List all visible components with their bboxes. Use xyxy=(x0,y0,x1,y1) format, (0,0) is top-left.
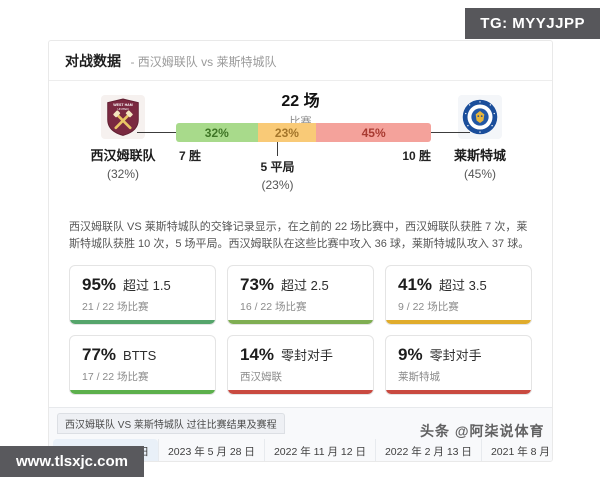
home-team-pct: (32%) xyxy=(106,167,139,181)
leicester-city-crest-icon xyxy=(458,95,502,139)
away-wins-label: 10 胜 xyxy=(402,149,431,163)
svg-text:WEST HAM: WEST HAM xyxy=(113,103,133,107)
card-header: 对战数据 - 西汉姆联队 vs 莱斯特城队 xyxy=(49,41,552,81)
stat-label: 超过 2.5 xyxy=(281,278,329,294)
segment-draws: 23% xyxy=(257,123,317,142)
match-card[interactable]: 2021 年 8 月 23 日 西汉姆联4 莱斯特城1 xyxy=(480,439,552,461)
stat-card-btts: 77% BTTS 17 / 22 场比赛 xyxy=(69,335,216,396)
segment-home-wins: 32% xyxy=(176,123,258,142)
stat-accent-bar xyxy=(70,390,215,395)
home-wins-label: 7 胜 xyxy=(179,149,202,163)
away-team-pct: (45%) xyxy=(463,167,496,181)
total-matches-value: 22 场 xyxy=(281,93,320,110)
match-card[interactable]: 2022 年 2 月 13 日 莱斯特城2 西汉姆联2 xyxy=(374,439,481,461)
stat-sub: 西汉姆联 xyxy=(240,371,282,384)
stat-label: 零封对手 xyxy=(281,348,334,364)
svg-text:UNITED: UNITED xyxy=(117,107,129,111)
draws-tick-line xyxy=(277,142,278,156)
match-card[interactable]: 2022 年 11 月 12 日 西汉姆联0 莱斯特城2 xyxy=(263,439,375,461)
stat-pct: 77% xyxy=(82,345,117,365)
section-title: 对战数据 xyxy=(65,53,121,69)
toutiao-watermark: 头条 @阿柒说体育 xyxy=(420,423,545,439)
stat-accent-bar xyxy=(228,320,373,325)
stat-label: 零封对手 xyxy=(429,348,482,364)
stat-label: BTTS xyxy=(123,348,157,364)
stat-sub: 16 / 22 场比赛 xyxy=(240,301,307,314)
stat-card-cleansheet-away: 9% 零封对手 莱斯特城 xyxy=(385,335,532,396)
stat-card-cleansheet-home: 14% 零封对手 西汉姆联 xyxy=(227,335,374,396)
draws-pct: (23%) xyxy=(261,178,294,192)
section-subtitle: - 西汉姆联队 vs 莱斯特城队 xyxy=(130,55,277,69)
match-date: 2023 年 5 月 28 日 xyxy=(167,446,255,459)
stat-accent-bar xyxy=(228,390,373,395)
segment-away-wins: 45% xyxy=(316,123,431,142)
match-date: 2022 年 2 月 13 日 xyxy=(384,446,472,459)
match-card[interactable]: 2023 年 5 月 28 日 莱斯特城2 西汉姆联1 xyxy=(157,439,264,461)
stat-pct: 73% xyxy=(240,275,275,295)
stats-grid: 95% 超过 1.5 21 / 22 场比赛 73% 超过 2.5 16 / 22 … xyxy=(69,265,532,396)
home-team-name: 西汉姆联队 xyxy=(90,148,156,163)
away-team-name: 莱斯特城 xyxy=(453,148,506,163)
home-team: WEST HAM UNITED 西汉姆联队 (32%) xyxy=(75,95,171,181)
result-bar: 32% 23% 45% xyxy=(176,123,431,142)
draws-block: 5 平局 (23%) xyxy=(217,158,338,192)
match-date: 2021 年 8 月 23 日 xyxy=(490,446,552,459)
site-watermark-badge: www.tlsxjc.com xyxy=(0,446,144,477)
stat-pct: 41% xyxy=(398,275,433,295)
stat-sub: 21 / 22 场比赛 xyxy=(82,301,149,314)
stat-pct: 9% xyxy=(398,345,423,365)
stat-card-over35: 41% 超过 3.5 9 / 22 场比赛 xyxy=(385,265,532,326)
stat-label: 超过 3.5 xyxy=(439,278,487,294)
connector-line-right xyxy=(431,132,470,133)
tg-watermark-badge: TG: MYYJJPP xyxy=(465,8,600,39)
stat-accent-bar xyxy=(386,320,531,325)
stat-pct: 95% xyxy=(82,275,117,295)
h2h-summary: 22 场 比赛 WEST HAM UNITED xyxy=(49,81,552,193)
stat-pct: 14% xyxy=(240,345,275,365)
stat-accent-bar xyxy=(70,320,215,325)
match-data-card: 对战数据 - 西汉姆联队 vs 莱斯特城队 22 场 比赛 WEST HAM U… xyxy=(48,40,553,462)
stat-label: 超过 1.5 xyxy=(123,278,171,294)
match-date: 2022 年 11 月 12 日 xyxy=(273,446,366,459)
away-team: 莱斯特城 (45%) xyxy=(432,95,528,181)
summary-paragraph: 西汉姆联队 VS 莱斯特城队的交锋记录显示，在之前的 22 场比赛中，西汉姆联队… xyxy=(69,221,530,251)
connector-line-left xyxy=(137,132,176,133)
stat-sub: 9 / 22 场比赛 xyxy=(398,301,459,314)
stat-card-over15: 95% 超过 1.5 21 / 22 场比赛 xyxy=(69,265,216,326)
west-ham-crest-icon: WEST HAM UNITED xyxy=(101,95,145,139)
stat-sub: 莱斯特城 xyxy=(398,371,440,384)
draws-label: 5 平局 xyxy=(260,160,295,174)
stat-card-over25: 73% 超过 2.5 16 / 22 场比赛 xyxy=(227,265,374,326)
history-tab[interactable]: 西汉姆联队 VS 莱斯特城队 过往比赛结果及赛程 xyxy=(57,413,285,435)
stat-accent-bar xyxy=(386,390,531,395)
stat-sub: 17 / 22 场比赛 xyxy=(82,371,149,384)
